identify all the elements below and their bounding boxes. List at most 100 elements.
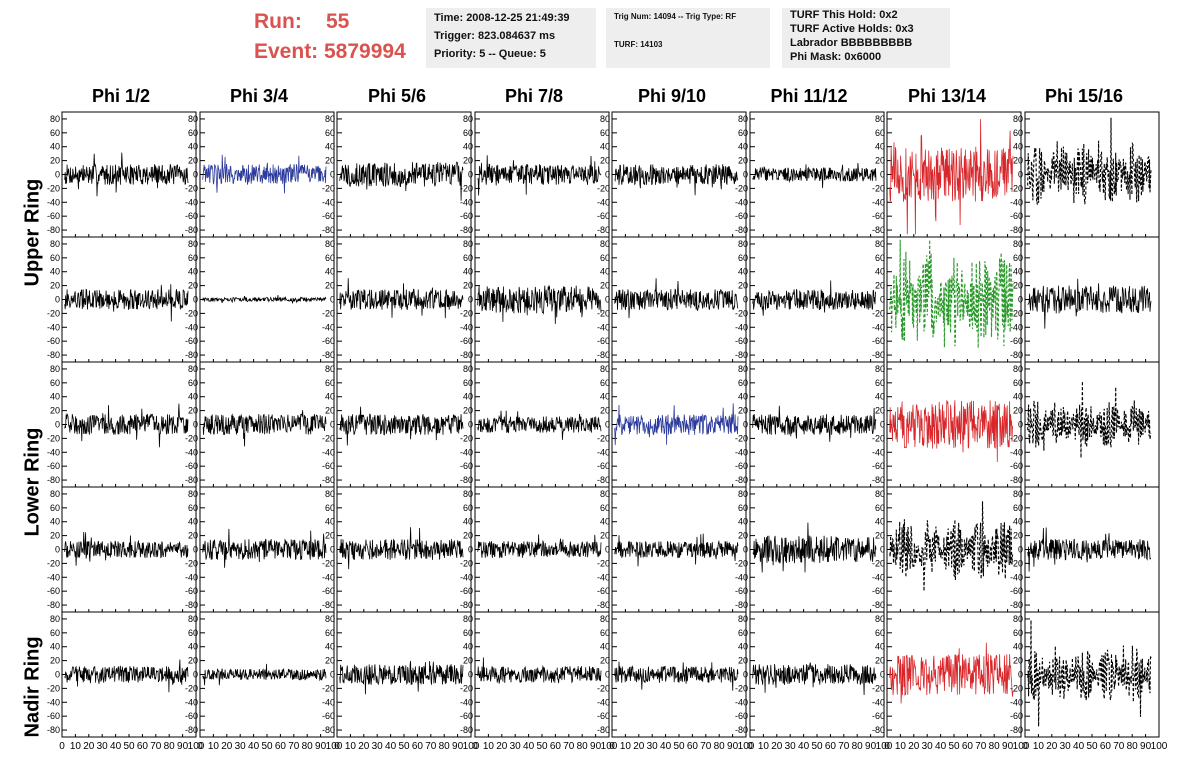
waveform-trace	[477, 657, 602, 684]
x-tick-label: 10	[758, 741, 770, 752]
y-tick-label: -80	[47, 475, 60, 485]
y-tick-label: -20	[872, 433, 885, 443]
y-tick-label: -20	[322, 308, 335, 318]
y-tick-label: 40	[325, 517, 335, 527]
y-tick-label: -40	[872, 322, 885, 332]
turf-line: TURF: 14103	[614, 40, 663, 49]
y-tick-label: -80	[47, 350, 60, 360]
y-tick-label: 20	[600, 531, 610, 541]
y-tick-label: 40	[738, 642, 748, 652]
y-tick-label: -80	[597, 600, 610, 610]
y-tick-label: 0	[55, 670, 60, 680]
y-tick-label: -60	[872, 711, 885, 721]
y-tick-label: 80	[738, 364, 748, 374]
y-tick-label: -40	[1010, 197, 1023, 207]
y-tick-label: -80	[460, 350, 473, 360]
y-tick-label: 20	[50, 156, 60, 166]
y-tick-label: -40	[872, 572, 885, 582]
y-tick-label: -40	[872, 447, 885, 457]
waveform-trace	[202, 663, 327, 686]
y-tick-label: -20	[597, 558, 610, 568]
x-tick-label: 70	[150, 741, 162, 752]
y-tick-label: -60	[597, 711, 610, 721]
y-tick-label: 60	[50, 628, 60, 638]
y-tick-label: 80	[463, 614, 473, 624]
waveform-panel: 80 60 40 20 0 -20 -40 -60 -80	[47, 611, 197, 738]
y-tick-label: 0	[605, 545, 610, 555]
waveform-panel: 80 60 40 20 0 -20 -40 -60 -80	[460, 486, 610, 613]
y-tick-label: -20	[872, 558, 885, 568]
waveform-trace	[202, 410, 327, 447]
y-tick-label: -60	[460, 336, 473, 346]
x-tick-label: 20	[633, 741, 645, 752]
y-tick-label: -40	[1010, 572, 1023, 582]
y-tick-label: 20	[875, 656, 885, 666]
waveform-panel: 80 60 40 20 0 -20 -40 -60 -80	[597, 361, 747, 488]
y-tick-label: -40	[460, 322, 473, 332]
waveform-panel: 80 60 40 20 0 -20 -40 -60 -80	[1010, 361, 1160, 488]
y-tick-label: -40	[322, 572, 335, 582]
y-tick-label: 0	[880, 295, 885, 305]
y-tick-label: -20	[1010, 558, 1023, 568]
x-tick-label: 30	[235, 741, 247, 752]
y-tick-label: 20	[600, 281, 610, 291]
y-tick-label: 80	[875, 614, 885, 624]
y-tick-label: -80	[1010, 350, 1023, 360]
y-tick-label: -80	[872, 600, 885, 610]
y-tick-label: -80	[185, 475, 198, 485]
x-tick-label: 30	[372, 741, 384, 752]
y-tick-label: -40	[735, 572, 748, 582]
y-tick-label: 60	[600, 128, 610, 138]
y-tick-label: 20	[875, 281, 885, 291]
y-tick-label: -60	[185, 586, 198, 596]
y-tick-label: -80	[597, 475, 610, 485]
y-tick-label: -80	[460, 225, 473, 235]
y-tick-label: 20	[50, 531, 60, 541]
waveform-panel: 80 60 40 20 0 -20 -40 -60 -80	[872, 611, 1022, 738]
y-tick-label: 40	[188, 642, 198, 652]
y-tick-label: -20	[185, 558, 198, 568]
x-tick-label: 10	[1033, 741, 1045, 752]
y-tick-label: 0	[468, 295, 473, 305]
y-tick-label: 60	[875, 503, 885, 513]
y-tick-label: 40	[325, 392, 335, 402]
waveform-trace	[889, 239, 1014, 349]
x-tick-label: 30	[647, 741, 659, 752]
y-tick-label: -80	[1010, 225, 1023, 235]
y-tick-label: 60	[325, 628, 335, 638]
y-tick-label: -80	[185, 225, 198, 235]
column-header-phi-7-8: Phi 7/8	[504, 86, 564, 106]
y-tick-label: 40	[875, 517, 885, 527]
waveform-trace	[64, 659, 189, 693]
y-tick-label: 60	[50, 378, 60, 388]
y-tick-label: 80	[463, 489, 473, 499]
y-tick-label: 0	[193, 295, 198, 305]
x-tick-label: 100	[188, 741, 205, 752]
x-tick-label: 40	[248, 741, 260, 752]
waveform-panel: 80 60 40 20 0 -20 -40 -60 -80	[185, 236, 335, 363]
y-tick-label: -60	[47, 461, 60, 471]
y-tick-label: 0	[1018, 545, 1023, 555]
waveform-trace	[1027, 117, 1152, 206]
x-tick-label: 50	[673, 741, 685, 752]
x-tick-label: 100	[601, 741, 618, 752]
y-tick-label: 40	[875, 642, 885, 652]
y-tick-label: 20	[463, 656, 473, 666]
y-tick-label: -80	[1010, 600, 1023, 610]
y-tick-label: -60	[47, 711, 60, 721]
y-tick-label: 60	[188, 128, 198, 138]
y-tick-label: 80	[325, 614, 335, 624]
y-tick-label: -40	[872, 697, 885, 707]
y-tick-label: -80	[47, 725, 60, 735]
waveform-panel: 80 60 40 20 0 -20 -40 -60 -80	[47, 111, 197, 238]
y-tick-label: 60	[325, 128, 335, 138]
y-tick-label: -60	[1010, 211, 1023, 221]
y-tick-label: -40	[735, 447, 748, 457]
y-tick-label: 40	[188, 267, 198, 277]
x-tick-label: 30	[1060, 741, 1072, 752]
waveform-trace	[752, 280, 877, 316]
y-tick-label: 80	[600, 239, 610, 249]
waveform-trace	[477, 155, 602, 196]
y-tick-label: 0	[468, 420, 473, 430]
